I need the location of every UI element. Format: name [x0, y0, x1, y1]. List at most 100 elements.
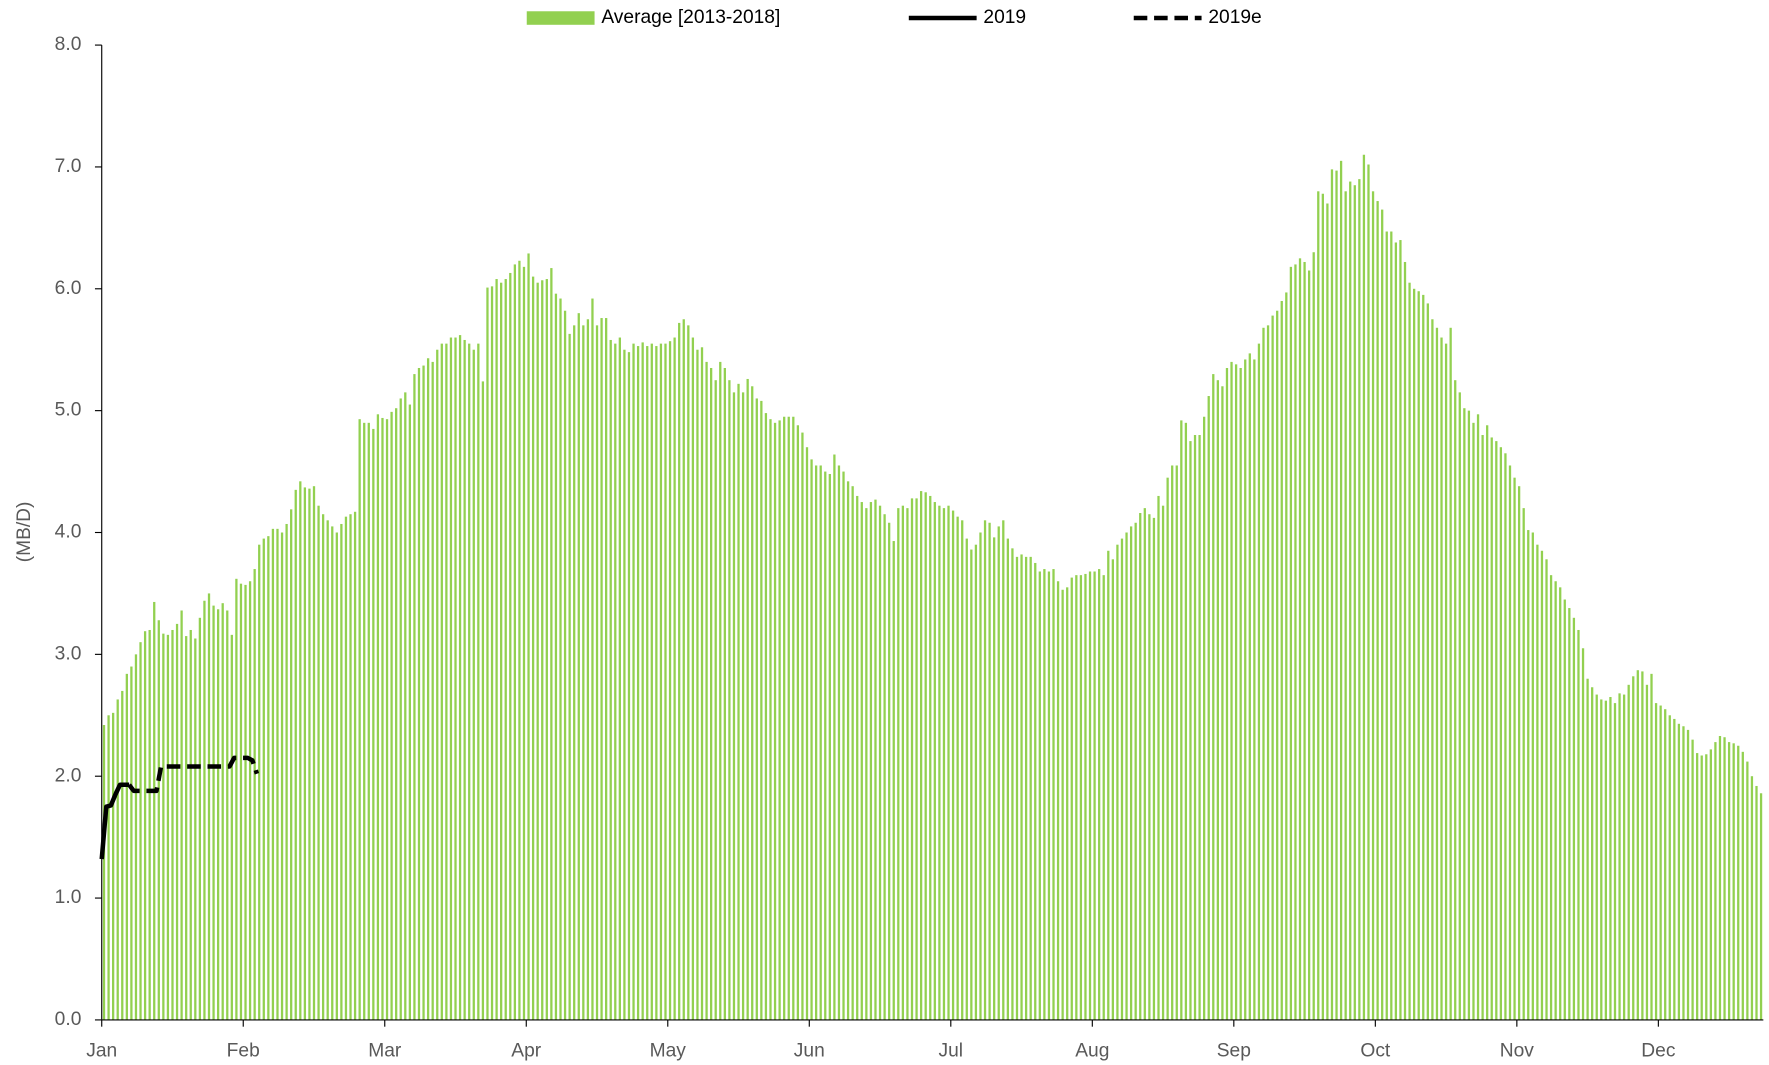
bar: [1143, 508, 1146, 1020]
bar: [207, 593, 211, 1020]
bar: [1161, 505, 1165, 1020]
bar: [623, 349, 626, 1020]
legend-label: Average [2013-2018]: [601, 7, 780, 28]
bar: [993, 537, 996, 1020]
bar: [1075, 575, 1078, 1020]
bar: [1581, 648, 1585, 1020]
bar: [1422, 294, 1425, 1020]
bar: [1317, 191, 1320, 1020]
bar: [1225, 367, 1229, 1020]
bar: [737, 383, 740, 1020]
bar: [1376, 201, 1379, 1020]
bar: [440, 343, 443, 1020]
bar: [139, 642, 142, 1020]
bar: [1120, 538, 1124, 1020]
bar: [974, 544, 978, 1020]
bar: [1522, 508, 1525, 1020]
bar: [326, 520, 329, 1020]
bar: [1412, 288, 1416, 1020]
bar: [1335, 170, 1338, 1020]
bar: [290, 509, 293, 1020]
bar: [1189, 441, 1192, 1020]
bar: [216, 609, 220, 1020]
bar: [372, 428, 375, 1020]
bar: [513, 264, 516, 1020]
y-tick-label: 6.0: [55, 278, 82, 299]
bar: [1682, 726, 1685, 1020]
bar: [892, 541, 895, 1020]
bar: [1741, 751, 1744, 1020]
bar: [554, 293, 558, 1020]
bar: [445, 343, 448, 1020]
bar: [1029, 556, 1032, 1020]
bar: [340, 523, 343, 1020]
bar: [413, 374, 416, 1020]
bar: [860, 502, 863, 1020]
bar: [1668, 715, 1671, 1020]
bar: [1732, 743, 1735, 1020]
x-tick-label: Jun: [794, 1041, 825, 1062]
bar: [1102, 575, 1105, 1020]
bar: [1495, 441, 1498, 1020]
bar: [1554, 581, 1557, 1020]
bar: [1750, 776, 1754, 1020]
bar: [1737, 745, 1740, 1020]
bar: [1276, 310, 1279, 1020]
bar: [171, 629, 174, 1020]
bar: [783, 416, 786, 1020]
bar: [376, 414, 380, 1020]
bar: [897, 508, 900, 1020]
y-tick-label: 7.0: [55, 156, 82, 177]
bar: [1271, 315, 1274, 1020]
bar: [468, 343, 471, 1020]
bar: [148, 629, 151, 1020]
bar: [112, 712, 115, 1020]
bar: [166, 634, 170, 1020]
bar: [636, 346, 640, 1020]
bar: [760, 400, 763, 1020]
bar: [673, 337, 676, 1020]
bar: [162, 633, 165, 1020]
bar: [1609, 697, 1612, 1020]
bar: [901, 505, 905, 1020]
bar: [1262, 327, 1265, 1020]
bar: [404, 392, 407, 1020]
bar: [477, 343, 480, 1020]
bar: [1362, 154, 1366, 1020]
bar: [1385, 231, 1388, 1020]
bar: [1659, 705, 1662, 1020]
bar: [1052, 569, 1055, 1020]
bar: [805, 447, 809, 1020]
bar: [933, 502, 936, 1020]
bar: [1116, 544, 1119, 1020]
bar: [349, 514, 352, 1020]
bar: [504, 279, 507, 1020]
y-tick-label: 0.0: [55, 1009, 82, 1030]
bar: [1134, 522, 1137, 1020]
bar: [189, 629, 192, 1020]
bar: [970, 549, 973, 1020]
bar: [614, 343, 617, 1020]
y-tick-label: 1.0: [55, 887, 82, 908]
bar: [906, 508, 909, 1020]
bar: [1330, 169, 1334, 1020]
bar: [942, 508, 946, 1020]
x-tick-label: May: [650, 1041, 687, 1062]
bar: [618, 337, 621, 1020]
bar: [1088, 571, 1092, 1020]
bar: [1043, 569, 1046, 1020]
line-series: [99, 782, 130, 860]
x-tick-label: Nov: [1500, 1041, 1535, 1062]
bar: [1458, 392, 1461, 1020]
bar: [235, 578, 238, 1020]
bar: [956, 516, 959, 1020]
bar: [1294, 264, 1297, 1020]
bar: [1308, 270, 1311, 1020]
bar: [308, 488, 311, 1020]
y-tick-label: 3.0: [55, 643, 82, 664]
bar: [655, 346, 658, 1020]
bar: [988, 522, 991, 1020]
bar: [495, 279, 498, 1020]
bar: [810, 459, 813, 1020]
bar: [1367, 164, 1370, 1020]
